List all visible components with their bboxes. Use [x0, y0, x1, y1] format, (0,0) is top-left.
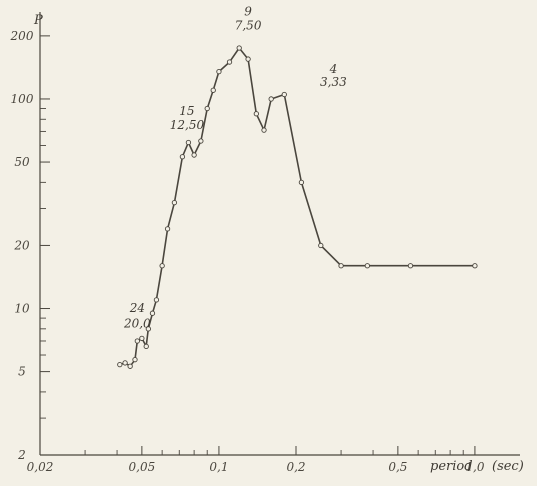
annotation-label: 4: [329, 62, 338, 76]
x-tick-label: 0,2: [286, 460, 305, 474]
y-axis-title: P: [33, 13, 43, 28]
annotation-label: 24: [129, 301, 145, 315]
data-point: [143, 343, 149, 349]
data-point: [171, 200, 178, 206]
data-point: [159, 263, 165, 269]
x-tick-label: 0,05: [129, 460, 156, 474]
data-point: [216, 68, 222, 75]
x-axis-title: period: [430, 459, 473, 474]
data-point: [191, 152, 197, 158]
data-point: [245, 56, 251, 62]
data-point: [145, 326, 151, 332]
data-point: [298, 179, 305, 186]
data-point: [236, 45, 242, 51]
y-tick-label: 200: [10, 29, 34, 43]
x-tick-label: 0,02: [27, 460, 54, 474]
data-point: [226, 59, 233, 65]
data-point: [281, 91, 287, 98]
data-point: [185, 139, 192, 146]
data-point: [472, 263, 478, 269]
annotation-label: 9: [244, 5, 252, 19]
data-point: [122, 360, 128, 366]
x-tick-label: 0,5: [388, 460, 407, 474]
data-point: [268, 96, 274, 102]
annotation-label: 3,33: [320, 75, 347, 89]
annotation-label: 20,0: [123, 317, 151, 331]
data-point: [364, 263, 371, 269]
data-point: [204, 105, 210, 112]
data-point: [153, 297, 160, 303]
x-tick-label: 0,1: [209, 460, 228, 474]
y-tick-label: 10: [14, 302, 30, 316]
data-point: [127, 363, 133, 369]
annotation-label: 7,50: [235, 18, 262, 32]
series: [119, 47, 475, 368]
data-point: [210, 87, 216, 93]
y-tick-label: 5: [18, 365, 26, 379]
data-point: [149, 310, 156, 316]
annotation-label: 15: [179, 104, 194, 118]
y-tick-label: 100: [11, 92, 34, 106]
data-point: [318, 242, 324, 249]
x-tick-label: 1,0: [465, 460, 484, 474]
x-axis-unit: (sec): [492, 459, 524, 474]
data-point: [261, 127, 267, 133]
axes: [39, 12, 520, 456]
ticks: 0,02 0,05 0,1 0,2 0,5 1,0 2 5 10 20 50 100 200: [10, 29, 485, 474]
y-tick-label: 20: [13, 238, 30, 252]
markers: [117, 45, 478, 369]
data-point: [198, 138, 204, 144]
y-tick-label: 50: [14, 155, 30, 169]
data-point: [407, 263, 414, 269]
y-tick-label: 2: [17, 448, 26, 462]
data-point: [117, 361, 123, 368]
data-point: [134, 338, 140, 344]
data-point: [338, 263, 344, 269]
data-point: [139, 335, 145, 342]
data-point: [132, 357, 138, 363]
data-point: [253, 111, 259, 117]
data-point: [179, 154, 186, 160]
series-line: [119, 47, 475, 368]
annotation-label: 12,50: [170, 118, 205, 132]
data-point: [164, 226, 171, 232]
